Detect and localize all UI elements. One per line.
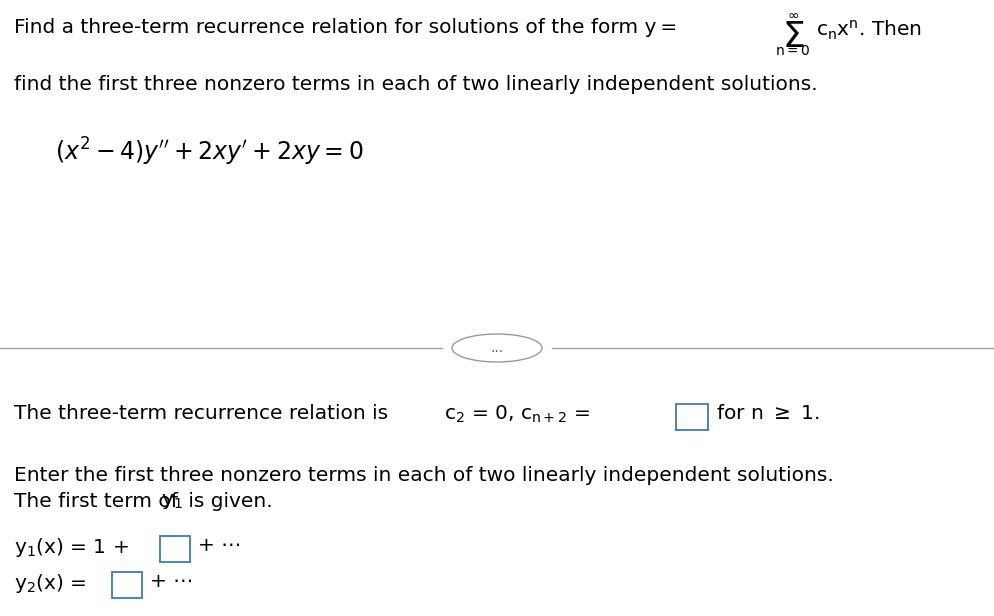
Text: + ⋯: + ⋯ [150,572,194,591]
Text: The first term of: The first term of [14,492,184,511]
FancyBboxPatch shape [676,404,708,430]
Text: $\mathsf{n = 0}$: $\mathsf{n = 0}$ [775,44,811,58]
Text: + ⋯: + ⋯ [198,536,242,555]
Text: $\mathrm{c_2}$ = 0, $\mathrm{c_{n+2}}$ =: $\mathrm{c_2}$ = 0, $\mathrm{c_{n+2}}$ = [444,404,590,425]
Text: $\mathrm{c_n x^n}$. Then: $\mathrm{c_n x^n}$. Then [816,19,921,43]
Text: $\left(x^2 - 4\right)y'' + 2xy' + 2xy = 0$: $\left(x^2 - 4\right)y'' + 2xy' + 2xy = … [55,136,364,168]
Text: The three-term recurrence relation is: The three-term recurrence relation is [14,404,395,423]
Text: find the first three nonzero terms in each of two linearly independent solutions: find the first three nonzero terms in ea… [14,75,818,94]
Text: Enter the first three nonzero terms in each of two linearly independent solution: Enter the first three nonzero terms in e… [14,466,834,485]
FancyBboxPatch shape [112,572,142,598]
Ellipse shape [452,334,542,362]
Text: $\Sigma$: $\Sigma$ [781,20,804,54]
FancyBboxPatch shape [160,536,190,562]
Text: ...: ... [490,341,504,355]
Text: $\infty$: $\infty$ [787,8,799,22]
Text: is given.: is given. [182,492,272,511]
Text: $\mathrm{y_1(x)}$ = 1 +: $\mathrm{y_1(x)}$ = 1 + [14,536,129,559]
Text: Find a three-term recurrence relation for solutions of the form y =: Find a three-term recurrence relation fo… [14,18,681,37]
Text: $\mathrm{y_1}$: $\mathrm{y_1}$ [161,492,183,511]
Text: for n $\geq$ 1.: for n $\geq$ 1. [716,404,819,423]
Text: $\mathrm{y_2(x)}$ =: $\mathrm{y_2(x)}$ = [14,572,86,595]
